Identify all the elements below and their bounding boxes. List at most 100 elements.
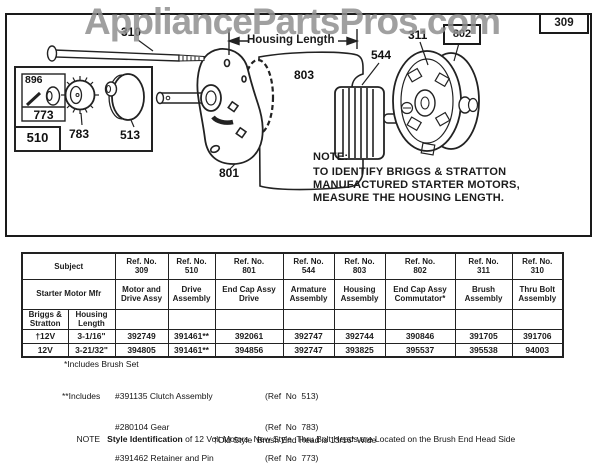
label-802-end-cap-commutator: 802 xyxy=(443,24,481,45)
footnote-spacer xyxy=(62,453,115,463)
label-783-gear: 783 xyxy=(69,127,90,141)
note-bold-text: Style Identification xyxy=(107,434,183,444)
footnote-item: #280104 Gear (Ref No 783) xyxy=(62,422,318,433)
footnote-includes-label: **Includes xyxy=(62,391,101,401)
parts-reference-table: Subject Ref. No. 309 Ref. No. 510 Ref. No.… xyxy=(21,252,564,358)
part-number-cell: 94003 xyxy=(511,342,564,358)
table-header-ref-544: Ref. No. 544 xyxy=(282,252,335,280)
footnote-part: #391462 Retainer and Pin xyxy=(115,453,214,463)
table-header-subject: Subject xyxy=(21,252,116,280)
ref-no-label: Ref. No. xyxy=(344,256,375,266)
page-ref-309-box: 309 xyxy=(539,13,589,34)
part-number-cell: 391706 xyxy=(511,328,564,344)
assembly-name-311: Brush Assembly xyxy=(454,278,513,310)
ref-num: 801 xyxy=(242,266,256,276)
note-rest: of 12 Volt Motors New Style Thru Bolt He… xyxy=(182,434,516,444)
shaft-drawing xyxy=(155,84,222,112)
old-style-note: †Old Style Brush End Head is 13/16" Wide xyxy=(213,435,377,445)
diagram-note-line: MEASURE THE HOUSING LENGTH. xyxy=(313,192,505,204)
table-header-ref-510: Ref. No. 510 xyxy=(167,252,216,280)
part-number-cell: 391461** xyxy=(167,328,216,344)
ref-num: 310 xyxy=(530,266,544,276)
part-number-cell: 393825 xyxy=(333,342,386,358)
ref-no-label: Ref. No. xyxy=(233,256,265,266)
part-number-cell: 394856 xyxy=(214,342,284,358)
part-number-cell: 394805 xyxy=(114,342,169,358)
assembly-name-803: Housing Assembly xyxy=(333,278,386,310)
part-number-cell: 390846 xyxy=(384,328,456,344)
assembly-name-510: Drive Assembly xyxy=(167,278,216,310)
label-510-drive-box: 510 xyxy=(26,130,49,145)
table-header-ref-311: Ref. No. 311 xyxy=(454,252,513,280)
label-803-housing: 803 xyxy=(294,68,315,82)
end-cap-drive-drawing xyxy=(196,48,264,170)
end-cap-commutator-drawing xyxy=(392,41,480,156)
housing-length-dimension xyxy=(226,29,360,55)
label-311-brush: 311 xyxy=(408,28,428,42)
watermark: AppliancePartsPros.com xyxy=(84,1,501,42)
empty-cell xyxy=(282,308,335,330)
part-number-cell: 392744 xyxy=(333,328,386,344)
housing-length-cell: 3-1/16" xyxy=(67,328,116,344)
table-header-ref-803: Ref. No. 803 xyxy=(333,252,386,280)
ref-num: 510 xyxy=(184,266,199,276)
assembly-name-309: Motor and Drive Assy xyxy=(114,278,169,310)
empty-cell xyxy=(454,308,513,330)
label-513-clutch: 513 xyxy=(120,128,141,142)
part-number-cell: 392747 xyxy=(282,328,335,344)
ref-num: 309 xyxy=(134,266,149,276)
footnote-brush-set: *Includes Brush Set xyxy=(64,359,139,369)
ref-no-label: Ref. No. xyxy=(468,256,499,266)
footnote-ref: (Ref No 513) xyxy=(265,391,319,401)
ref-no-label: Ref. No. xyxy=(522,256,553,266)
footnote-part: #391135 Clutch Assembly xyxy=(115,391,213,401)
footnote-item: #391462 Retainer and Pin (Ref No 773) xyxy=(62,453,318,463)
part-number-cell: 392061 xyxy=(214,328,284,344)
empty-cell xyxy=(167,308,216,330)
part-number-cell: 395537 xyxy=(384,342,456,358)
thru-bolt-drawing xyxy=(46,39,205,62)
ref-no-label: Ref. No. xyxy=(293,256,324,266)
part-number-cell: 391461** xyxy=(167,342,216,358)
ref-no-label: Ref. No. xyxy=(126,256,157,266)
table-header-mfr: Starter Motor Mfr xyxy=(21,278,116,310)
diagram-note: NOTE: TO IDENTIFY BRIGGS & STRATTON MANU… xyxy=(313,151,563,205)
part-number-cell: 395538 xyxy=(454,342,513,358)
housing-length-dimension-label: Housing Length xyxy=(247,34,335,46)
label-310-thru-bolt: 310 xyxy=(121,25,142,39)
table-header-ref-310: Ref. No. 310 xyxy=(511,252,564,280)
table-row: 12V 3-21/32" 394805 391461** 394856 3927… xyxy=(21,342,564,358)
empty-cell xyxy=(214,308,284,330)
diagram-note-line: MANUFACTURED STARTER MOTORS, xyxy=(313,179,520,191)
assembly-name-801: End Cap Assy Drive xyxy=(214,278,284,310)
parts-diagram: 310 896 773 510 783 513 801 803 544 311 … xyxy=(5,13,592,237)
label-544-armature: 544 xyxy=(371,48,392,62)
table-subheader-housing-length: Housing Length xyxy=(67,308,116,330)
label-896-roll-pin: 896 xyxy=(25,74,43,86)
part-number-cell: 392749 xyxy=(114,328,169,344)
footnote-ref: (Ref No 773) xyxy=(265,453,319,463)
table-row: †12V 3-1/16" 392749 391461** 392061 3927… xyxy=(21,328,564,344)
empty-cell xyxy=(114,308,169,330)
footnote-includes-list: **Includes #391135 Clutch Assembly (Ref … xyxy=(62,371,318,463)
table-header-ref-309: Ref. No. 309 xyxy=(114,252,169,280)
ref-num: 802 xyxy=(413,266,427,276)
part-number-cell: 392747 xyxy=(282,342,335,358)
empty-cell xyxy=(511,308,564,330)
footnote-item: **Includes #391135 Clutch Assembly (Ref … xyxy=(62,391,318,402)
assembly-name-544: Armature Assembly xyxy=(282,278,335,310)
housing-length-cell: 3-21/32" xyxy=(67,342,116,358)
ref-no-label: Ref. No. xyxy=(404,256,436,266)
empty-cell xyxy=(384,308,456,330)
ref-num: 803 xyxy=(352,266,367,276)
note-prefix: NOTE xyxy=(76,434,108,444)
voltage-cell: †12V xyxy=(21,328,69,344)
assembly-name-310: Thru Bolt Assembly xyxy=(511,278,564,310)
footnote-part: #280104 Gear xyxy=(115,422,170,432)
empty-cell xyxy=(333,308,386,330)
drive-assembly-box-drawing xyxy=(14,66,153,152)
diagram-note-title: NOTE: xyxy=(313,151,349,163)
part-number-cell: 391705 xyxy=(454,328,513,344)
assembly-name-802: End Cap Assy Commutator* xyxy=(384,278,456,310)
